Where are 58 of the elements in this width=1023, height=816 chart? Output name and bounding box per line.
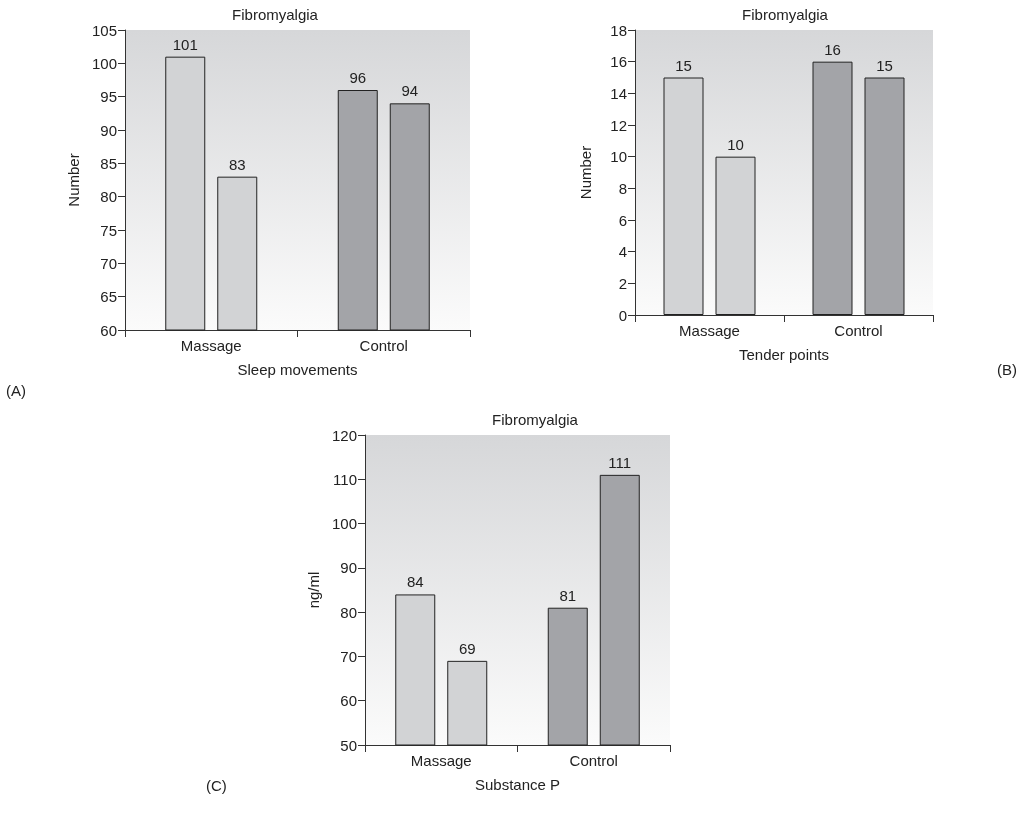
- y-tick-label: 65: [100, 288, 117, 306]
- x-tick-label: Control: [834, 322, 883, 339]
- y-tick-label: 2: [618, 274, 627, 292]
- x-tick-label: Control: [569, 752, 618, 769]
- y-tick-label: 100: [91, 54, 117, 72]
- y-tick-label: 14: [610, 84, 627, 102]
- data-label: 69: [458, 639, 476, 657]
- chart-title: Fibromyalgia: [742, 6, 829, 23]
- y-tick-label: 95: [100, 88, 117, 106]
- x-axis-title: Tender points: [738, 346, 830, 363]
- x-tick-label: Control: [359, 337, 408, 354]
- y-tick-label: 10: [610, 148, 627, 166]
- text: (A): [6, 382, 26, 399]
- y-axis-title: Number: [65, 153, 83, 207]
- y-axis-title: Number: [577, 145, 594, 200]
- x-axis-title: Substance P: [474, 776, 561, 793]
- y-tick-label: 70: [100, 254, 117, 272]
- y-tick-label: 90: [100, 121, 117, 139]
- chart-title: Fibromyalgia: [492, 411, 579, 428]
- x-tick-label: Massage: [180, 337, 242, 354]
- y-tick-label: 50: [340, 736, 357, 754]
- y-tick-label: 110: [333, 470, 357, 488]
- y-tick-label: 120: [331, 426, 357, 444]
- y-tick-label: 75: [100, 221, 117, 239]
- y-tick-label: 16: [610, 53, 627, 71]
- x-tick-label: Massage: [410, 752, 472, 769]
- y-tick-label: 100: [331, 515, 357, 533]
- chart-title: Fibromyalgia: [232, 6, 319, 23]
- y-tick-label: 18: [610, 21, 627, 39]
- y-tick-label: 60: [100, 321, 117, 339]
- y-tick-label: 85: [100, 154, 117, 172]
- data-label: 83: [228, 155, 246, 173]
- data-label: 16: [824, 40, 841, 58]
- y-tick-label: 8: [618, 179, 627, 197]
- data-label: 96: [349, 69, 367, 86]
- x-tick-label: Massage: [679, 322, 740, 339]
- data-label: 10: [727, 135, 744, 153]
- data-label: 81: [559, 586, 577, 604]
- text: (C): [206, 777, 227, 794]
- y-tick-label: 60: [340, 692, 357, 710]
- data-label: 94: [401, 82, 419, 100]
- y-tick-label: 90: [340, 559, 357, 577]
- y-axis-title: ng/ml: [305, 571, 323, 609]
- y-tick-label: 6: [618, 211, 627, 229]
- data-label: 84: [406, 573, 424, 591]
- data-label: 111: [608, 453, 632, 471]
- text: (B): [997, 361, 1017, 378]
- data-label: 15: [876, 56, 893, 74]
- y-tick-label: 12: [610, 116, 627, 134]
- y-tick-label: 105: [91, 21, 117, 39]
- y-tick-label: 80: [340, 603, 357, 621]
- y-tick-label: 0: [618, 306, 627, 324]
- y-tick-label: 4: [618, 243, 627, 261]
- y-tick-label: 80: [100, 188, 117, 206]
- data-label: 15: [675, 56, 692, 74]
- data-label: 101: [172, 35, 198, 53]
- x-axis-title: Sleep movements: [237, 361, 358, 378]
- y-tick-label: 70: [340, 647, 357, 665]
